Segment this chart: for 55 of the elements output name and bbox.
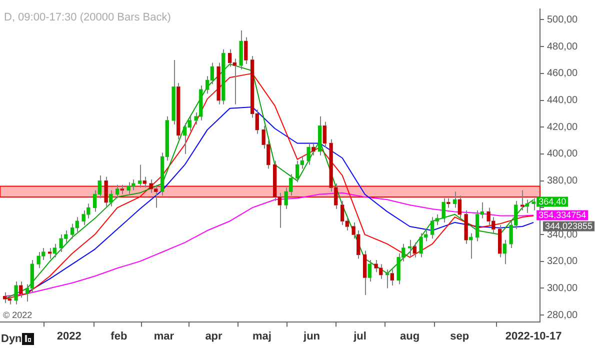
candlestick	[14, 281, 18, 305]
candlestick	[322, 121, 326, 148]
candlestick	[19, 281, 23, 298]
candlestick	[104, 176, 108, 207]
candlestick	[244, 36, 248, 65]
candlestick	[458, 195, 462, 219]
y-tick-label: 280,00	[547, 310, 578, 321]
candlestick	[502, 239, 506, 265]
candlestick	[318, 116, 322, 156]
candlestick	[115, 184, 120, 199]
y-tick-label: 440,00	[547, 95, 578, 106]
y-tick-label: 400,00	[547, 148, 578, 160]
text: 344,023855	[545, 220, 593, 231]
x-tick-label: feb	[110, 330, 128, 342]
x-tick-label: maj	[252, 330, 272, 342]
candlestick	[390, 268, 394, 286]
data-label: 354,334754	[538, 210, 586, 220]
annotation: © 2022	[3, 310, 32, 320]
x-tick-label: 2022	[56, 330, 82, 342]
y-tick-label: 320,00	[547, 256, 578, 268]
candlestick	[172, 60, 176, 125]
chart-title: D, 09:00-17:30 (20000 Bars Back)	[4, 12, 171, 24]
y-tick-label: 500,00	[547, 14, 578, 26]
text: Dyn	[1, 332, 22, 345]
x-tick-label: apr	[205, 330, 224, 342]
y-tick-label: 300,00	[547, 282, 578, 294]
candlestick	[442, 198, 446, 223]
y-tick-label: 460,00	[547, 68, 578, 80]
candlestick	[520, 190, 524, 211]
candlestick	[408, 239, 412, 257]
candlestick	[239, 30, 243, 70]
x-tick-label: jun	[302, 330, 320, 342]
candlestick	[412, 242, 416, 258]
candlestick	[138, 164, 142, 188]
candlestick	[109, 190, 113, 207]
candlestick	[306, 142, 310, 166]
x-tick-label: mar	[154, 330, 175, 342]
candlestick	[498, 224, 502, 258]
x-tick-label: sep	[450, 330, 470, 342]
x-tick-label: aug	[400, 330, 420, 342]
candlestick	[222, 48, 226, 105]
y-tick-label: 420,00	[547, 122, 578, 133]
candlestick	[142, 176, 146, 188]
candlestick	[464, 210, 468, 244]
candlestick	[385, 268, 390, 289]
y-tick-label: 480,00	[547, 41, 578, 52]
x-tick-label: 2022-10-17	[505, 330, 562, 342]
annotation: 364,40	[538, 196, 566, 206]
candlestick	[368, 260, 372, 282]
candlestick	[52, 243, 56, 258]
candlestick	[216, 62, 220, 105]
x-tick-label: jul	[352, 330, 366, 342]
candlestick	[362, 250, 367, 296]
candlestick	[48, 247, 52, 260]
y-tick-label: 380,00	[547, 176, 578, 187]
